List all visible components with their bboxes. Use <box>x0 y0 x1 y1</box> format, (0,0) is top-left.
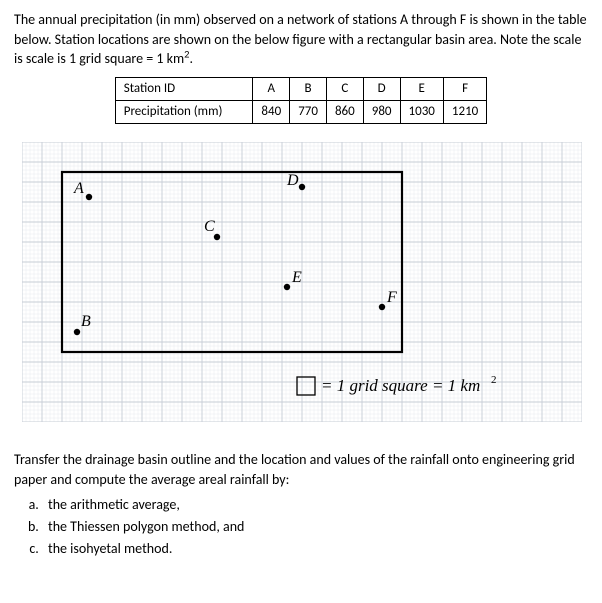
svg-text:C: C <box>204 218 215 235</box>
figure-area: A B C D E F = 1 grid square = 1 km 2 <box>14 142 588 422</box>
basin-diagram: A B C D E F = 1 grid square = 1 km 2 <box>22 142 582 422</box>
svg-text:D: D <box>286 172 299 189</box>
list-item: the isohyetal method. <box>42 539 588 559</box>
data-table-wrap: Station ID A B C D E F Precipitation (mm… <box>14 77 588 124</box>
intro-text: The annual precipitation (in mm) observe… <box>14 10 588 69</box>
svg-text:B: B <box>81 313 91 330</box>
svg-text:= 1 grid square = 1 km: = 1 grid square = 1 km <box>321 376 480 395</box>
cell: 1030 <box>400 100 443 123</box>
transfer-text: Transfer the drainage basin outline and … <box>14 450 588 489</box>
table-row: Precipitation (mm) 840 770 860 980 1030 … <box>115 100 487 123</box>
methods-list: the arithmetic average, the Thiessen pol… <box>14 495 588 558</box>
svg-text:F: F <box>386 289 397 306</box>
svg-text:A: A <box>73 180 84 197</box>
precipitation-table: Station ID A B C D E F Precipitation (mm… <box>115 77 488 124</box>
col-header: D <box>363 77 400 100</box>
col-header: A <box>253 77 290 100</box>
row-label: Precipitation (mm) <box>115 100 253 123</box>
cell: 840 <box>253 100 290 123</box>
cell: 770 <box>290 100 327 123</box>
table-row: Station ID A B C D E F <box>115 77 487 100</box>
col-header: F <box>443 77 486 100</box>
cell: 980 <box>363 100 400 123</box>
col-header: C <box>326 77 363 100</box>
list-item: the Thiessen polygon method, and <box>42 517 588 537</box>
svg-text:2: 2 <box>491 374 497 386</box>
cell: 1210 <box>443 100 486 123</box>
col-header: B <box>290 77 327 100</box>
cell: 860 <box>326 100 363 123</box>
svg-text:E: E <box>291 269 302 286</box>
col-header: E <box>400 77 443 100</box>
list-item: the arithmetic average, <box>42 495 588 515</box>
row-label: Station ID <box>115 77 253 100</box>
